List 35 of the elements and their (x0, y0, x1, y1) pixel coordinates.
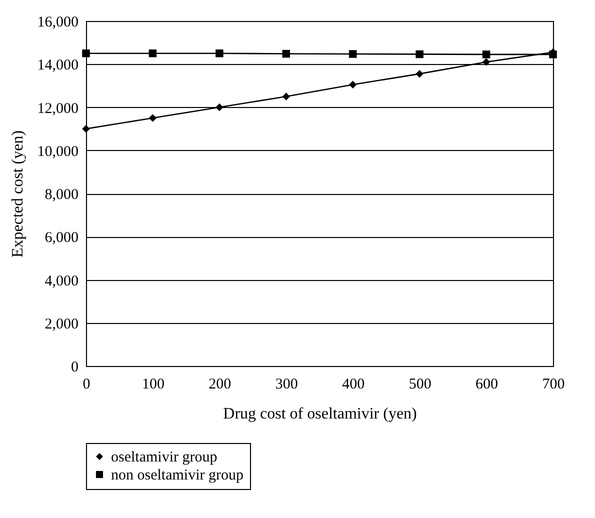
x-tick-label: 200 (208, 376, 232, 392)
legend-label: oseltamivir group (111, 450, 218, 466)
x-tick-label: 300 (275, 376, 298, 392)
point (82, 124, 90, 133)
point (216, 49, 224, 58)
point (482, 58, 490, 66)
x-tick-label: 100 (142, 376, 164, 392)
y-tick-label: 12,000 (37, 100, 78, 117)
y-tick-label: 2,000 (44, 316, 78, 332)
y-tick-label: 8,000 (44, 187, 78, 203)
point (282, 50, 290, 58)
y-tick-label: 10,000 (37, 144, 78, 160)
x-axis-title: Drug cost of oseltamivir (yen) (223, 406, 417, 422)
legend-label: non oseltamivir group (111, 468, 244, 484)
point (148, 114, 157, 122)
point (82, 49, 90, 58)
point (482, 50, 490, 58)
y-tick-label: 14,000 (37, 58, 78, 74)
x-tick-label: 0 (82, 376, 90, 392)
y-tick-label: 16,000 (37, 14, 78, 30)
y-tick-label: 0 (71, 360, 78, 376)
point (348, 50, 357, 58)
point (416, 70, 424, 78)
point (216, 103, 224, 112)
y-tick-label: 4,000 (44, 273, 78, 290)
x-tick-label: 700 (542, 376, 565, 392)
x-tick-label: 400 (342, 376, 365, 392)
point (348, 80, 357, 88)
y-axis-title: Expected cost (yen) (9, 130, 26, 258)
y-tick-label: 6,000 (44, 230, 78, 246)
x-tick-label: 500 (408, 376, 432, 392)
point (282, 92, 290, 100)
x-tick-label: 600 (476, 376, 498, 392)
point (148, 49, 157, 58)
point (416, 50, 424, 58)
